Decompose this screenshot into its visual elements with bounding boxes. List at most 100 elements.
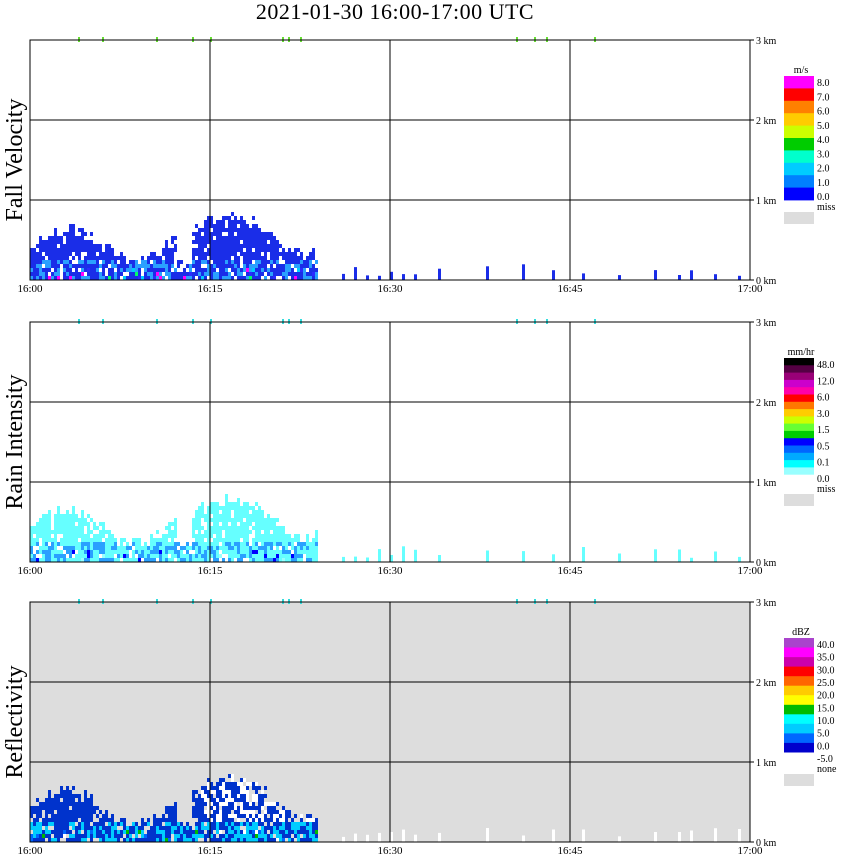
rain-intensity-echo-cell	[87, 558, 90, 562]
rain-intensity-echo-cell	[42, 526, 45, 530]
rain-intensity-echo-cell	[216, 526, 219, 530]
rain-intensity-echo-cell	[240, 510, 243, 514]
reflectivity-echo-cell	[84, 790, 87, 794]
rain-intensity-echo-cell	[255, 530, 258, 534]
fall-velocity-echo-cell	[45, 252, 48, 256]
rain-intensity-echo-cell	[252, 506, 255, 510]
fall-velocity-echo-cell	[228, 260, 231, 264]
reflectivity-echo-cell	[189, 830, 192, 834]
rain-intensity-echo-cell	[240, 534, 243, 538]
rain-intensity-echo-cell	[201, 550, 204, 554]
rain-intensity-colorbar-swatch	[784, 430, 814, 439]
rain-intensity-echo-cell	[84, 534, 87, 538]
reflectivity-echo-cell	[288, 826, 291, 830]
reflectivity-echo-cell	[168, 838, 171, 842]
rain-intensity-echo-cell	[180, 554, 183, 558]
fall-velocity-echo-cell	[165, 264, 168, 268]
rain-intensity-echo-cell	[75, 518, 78, 522]
rain-intensity-echo-cell	[153, 558, 156, 562]
fall-velocity-echo-cell	[252, 232, 255, 236]
reflectivity-echo-cell	[237, 830, 240, 834]
fall-velocity-echo-cell	[297, 272, 300, 276]
reflectivity-echo-cell	[75, 830, 78, 834]
reflectivity-echo-cell	[87, 834, 90, 838]
fall-velocity-colorbar-swatch	[784, 187, 814, 201]
reflectivity-echo-cell	[390, 832, 393, 842]
reflectivity-colorbar-swatch	[784, 695, 814, 706]
fall-velocity-echo-cell	[276, 244, 279, 248]
fall-velocity-echo-cell	[192, 240, 195, 244]
fall-velocity-echo-cell	[87, 276, 90, 280]
rain-intensity-echo-cell	[237, 518, 240, 522]
reflectivity-echo-cell	[102, 814, 105, 818]
fall-velocity-echo-cell	[201, 256, 204, 260]
reflectivity-echo-cell	[84, 810, 87, 814]
reflectivity-echo-cell	[90, 794, 93, 798]
rain-intensity-echo-cell	[366, 557, 369, 562]
fall-velocity-echo-cells	[30, 37, 741, 280]
reflectivity-echo-cell	[240, 786, 243, 790]
fall-velocity-echo-cell	[105, 244, 108, 248]
rain-intensity-echo-cell	[96, 554, 99, 558]
rain-intensity-echo-cell	[69, 546, 72, 550]
fall-velocity-echo-cell	[267, 268, 270, 272]
rain-intensity-echo-cell	[162, 542, 165, 546]
reflectivity-echo-cell	[216, 814, 219, 818]
fall-velocity-echo-cell	[237, 276, 240, 280]
fall-velocity-echo-cell	[174, 248, 177, 252]
rain-intensity-echo-cell	[213, 514, 216, 518]
fall-velocity-echo-cell	[285, 252, 288, 256]
reflectivity-echo-cell	[207, 794, 210, 798]
rain-intensity-echo-cell	[126, 554, 129, 558]
rain-intensity-echo-cell	[183, 558, 186, 562]
fall-velocity-echo-cell	[63, 252, 66, 256]
fall-velocity-echo-cell	[297, 276, 300, 280]
reflectivity-echo-cell	[147, 834, 150, 838]
fall-velocity-echo-cell	[105, 256, 108, 260]
rain-intensity-echo-cell	[249, 530, 252, 534]
fall-velocity-echo-cell	[294, 256, 297, 260]
reflectivity-echo-cell	[219, 798, 222, 802]
reflectivity-echo-cell	[72, 822, 75, 826]
reflectivity-colorbar-label: 25.0	[817, 678, 835, 689]
fall-velocity-echo-cell	[198, 248, 201, 252]
reflectivity-echo-cell	[48, 802, 51, 806]
fall-velocity-echo-cell	[234, 272, 237, 276]
reflectivity-echo-cell	[240, 822, 243, 826]
rain-intensity-echo-cell	[189, 554, 192, 558]
reflectivity-echo-cell	[246, 802, 249, 806]
reflectivity-echo-cell	[255, 830, 258, 834]
reflectivity-echo-cell	[303, 826, 306, 830]
rain-intensity-echo-cell	[69, 518, 72, 522]
fall-velocity-echo-cell	[69, 276, 72, 280]
fall-velocity-echo-cell	[282, 276, 285, 280]
rain-intensity-echo-cell	[201, 558, 204, 562]
fall-velocity-echo-cell	[246, 228, 249, 232]
fall-velocity-echo-cell	[222, 240, 225, 244]
rain-intensity-echo-cell	[255, 526, 258, 530]
rain-intensity-echo-cell	[303, 546, 306, 550]
rain-intensity-echo-cell	[192, 522, 195, 526]
rain-intensity-echo-cell	[714, 551, 717, 562]
rain-intensity-echo-cell	[117, 550, 120, 554]
fall-velocity-echo-cell	[195, 260, 198, 264]
reflectivity-echo-cell	[279, 838, 282, 842]
rain-intensity-echo-cell	[240, 554, 243, 558]
fall-velocity-echo-cell	[33, 264, 36, 268]
fall-velocity-echo-cell	[273, 240, 276, 244]
rain-intensity-echo-cell	[60, 550, 63, 554]
reflectivity-echo-cell	[201, 818, 204, 822]
fall-velocity-echo-cell	[213, 248, 216, 252]
reflectivity-echo-cell	[93, 822, 96, 826]
fall-velocity-echo-cell	[81, 232, 84, 236]
reflectivity-frame	[29, 601, 751, 843]
fall-velocity-echo-cell	[273, 268, 276, 272]
fall-velocity-echo-cell	[198, 272, 201, 276]
fall-velocity-echo-cell	[141, 260, 144, 264]
rain-intensity-echo-cell	[78, 550, 81, 554]
reflectivity-echo-cell	[255, 794, 258, 798]
fall-velocity-colorbar-swatch	[784, 100, 814, 114]
rain-intensity-echo-cell	[99, 550, 102, 554]
fall-velocity-echo-cell	[213, 256, 216, 260]
reflectivity-echo-cell	[225, 826, 228, 830]
